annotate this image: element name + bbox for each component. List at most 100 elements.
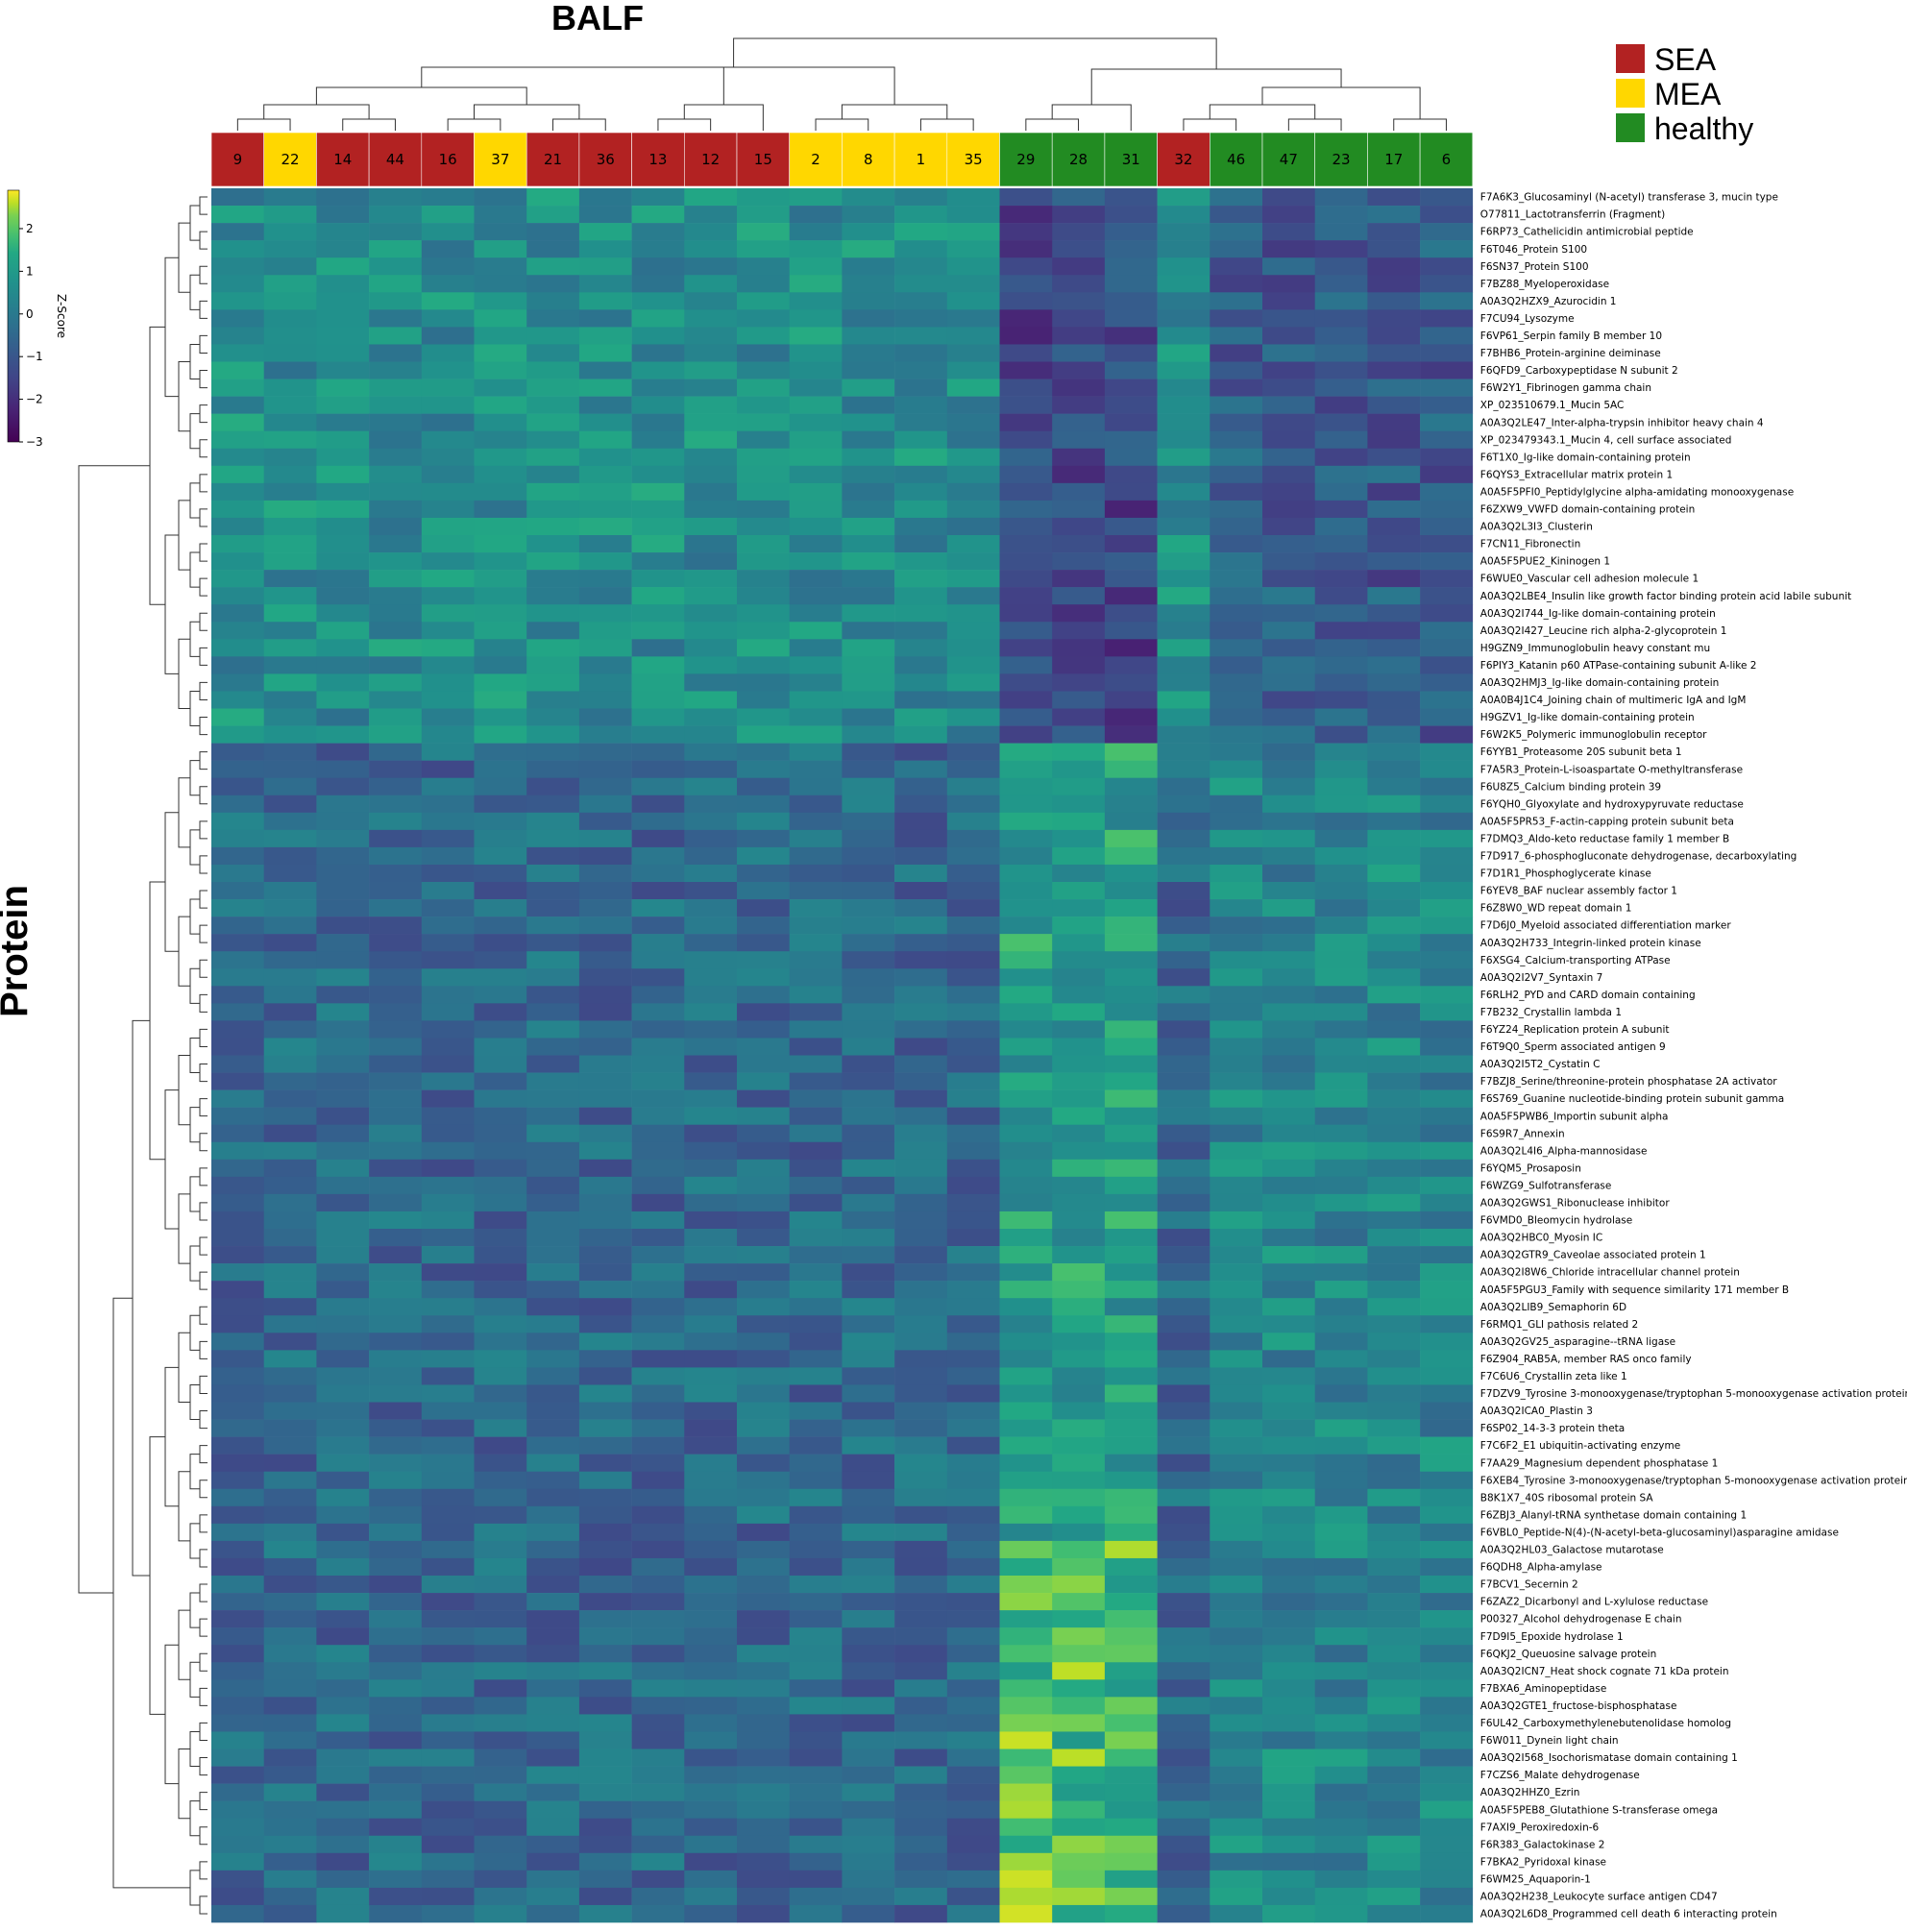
heatmap-cell (946, 413, 1000, 431)
heatmap-cell (842, 344, 895, 362)
heatmap-cell (999, 1662, 1053, 1680)
heatmap-cell (474, 1766, 527, 1784)
heatmap-cell (946, 206, 1000, 224)
heatmap-cell (263, 673, 317, 692)
heatmap-cell (578, 882, 632, 900)
heatmap-cell (1052, 517, 1106, 536)
heatmap-cell (526, 743, 580, 761)
heatmap-cell (631, 1038, 685, 1056)
heatmap-cell (474, 344, 527, 362)
heatmap-cell (421, 1593, 475, 1611)
heatmap-cell (684, 1835, 738, 1854)
heatmap-cell (1157, 1454, 1210, 1472)
heatmap-cell (1210, 1593, 1263, 1611)
heatmap-cell (1052, 309, 1106, 328)
heatmap-cell (1314, 552, 1368, 571)
heatmap-cell (369, 379, 423, 397)
heatmap-cell (1262, 1107, 1315, 1125)
heatmap-cell (316, 968, 370, 987)
heatmap-cell (421, 552, 475, 571)
heatmap-cell (631, 777, 685, 796)
heatmap-cell (474, 708, 527, 726)
heatmap-cell (263, 327, 317, 345)
heatmap-cell (842, 1610, 895, 1628)
heatmap-cell (421, 1800, 475, 1819)
heatmap-cell (842, 1402, 895, 1420)
heatmap-cell (684, 361, 738, 379)
heatmap-cell (737, 257, 790, 276)
heatmap-cell (684, 482, 738, 501)
heatmap-cell (263, 1436, 317, 1455)
heatmap-cell (789, 1003, 843, 1021)
row-label: F7A5R3_Protein-L-isoaspartate O-methyltr… (1480, 764, 1743, 775)
heatmap-cell (474, 1229, 527, 1247)
column-label: 15 (754, 151, 772, 168)
heatmap-cell (684, 240, 738, 258)
heatmap-cell (946, 968, 1000, 987)
heatmap-cell (316, 1627, 370, 1646)
colorbar: 210−1−2−3Z-Score (7, 189, 68, 449)
heatmap-cell (894, 570, 948, 588)
row-label: F6RP73_Cathelicidin antimicrobial peptid… (1480, 227, 1694, 238)
heatmap-cell (1052, 639, 1106, 657)
heatmap-cell (737, 1402, 790, 1420)
heatmap-cell (999, 917, 1053, 935)
heatmap-cell (1314, 587, 1368, 605)
heatmap-cell (1210, 1263, 1263, 1282)
column-group-cell (1314, 132, 1368, 187)
heatmap-cell (1052, 570, 1106, 588)
heatmap-cell (474, 917, 527, 935)
column-label: 14 (333, 151, 352, 168)
heatmap-cell (631, 1281, 685, 1299)
heatmap-cell (894, 604, 948, 623)
heatmap-cell (1262, 1384, 1315, 1403)
heatmap-cell (1367, 1159, 1421, 1178)
heatmap-cell (999, 622, 1053, 640)
heatmap-cell (1210, 1141, 1263, 1161)
heatmap-cell (211, 257, 264, 276)
heatmap-cell (263, 1523, 317, 1542)
heatmap-cell (263, 465, 317, 484)
heatmap-cell (684, 1454, 738, 1472)
heatmap-cell (369, 1141, 423, 1161)
heatmap-cell (421, 777, 475, 796)
heatmap-cell (1157, 1679, 1210, 1698)
heatmap-cell (1052, 968, 1106, 987)
heatmap-cell (1314, 1124, 1368, 1143)
heatmap-cell (684, 968, 738, 987)
heatmap-cell (526, 656, 580, 674)
heatmap-cell (1420, 535, 1474, 553)
heatmap-cell (421, 1471, 475, 1490)
heatmap-cell (737, 604, 790, 623)
heatmap-cell (1210, 1402, 1263, 1420)
heatmap-cell (1420, 430, 1474, 450)
heatmap-cell (631, 570, 685, 588)
heatmap-cell (1367, 1333, 1421, 1351)
heatmap-cell (1104, 517, 1158, 536)
heatmap-cell (1367, 1454, 1421, 1472)
heatmap-cell (1157, 1731, 1210, 1749)
heatmap-cell (1157, 639, 1210, 657)
heatmap-cell (421, 482, 475, 501)
heatmap-cell (1314, 1749, 1368, 1767)
heatmap-cell (263, 812, 317, 831)
row-label: A0A3Q2L4I6_Alpha-mannosidase (1480, 1145, 1648, 1157)
heatmap-cell (316, 1523, 370, 1542)
heatmap-cell (263, 1107, 317, 1125)
heatmap-cell (263, 1818, 317, 1837)
heatmap-cell (737, 1471, 790, 1490)
heatmap-cell (578, 604, 632, 623)
heatmap-cell (1367, 882, 1421, 900)
heatmap-cell (1367, 1540, 1421, 1559)
heatmap-cell (474, 500, 527, 519)
heatmap-cell (578, 1662, 632, 1680)
heatmap-cell (1420, 604, 1474, 623)
heatmap-cell (842, 413, 895, 431)
heatmap-cell (684, 1645, 738, 1663)
heatmap-cell (789, 1471, 843, 1490)
heatmap-cell (316, 1193, 370, 1212)
heatmap-cell (789, 1627, 843, 1646)
heatmap-cell (737, 1298, 790, 1316)
heatmap-cell (789, 1523, 843, 1542)
heatmap-cell (211, 1246, 264, 1264)
